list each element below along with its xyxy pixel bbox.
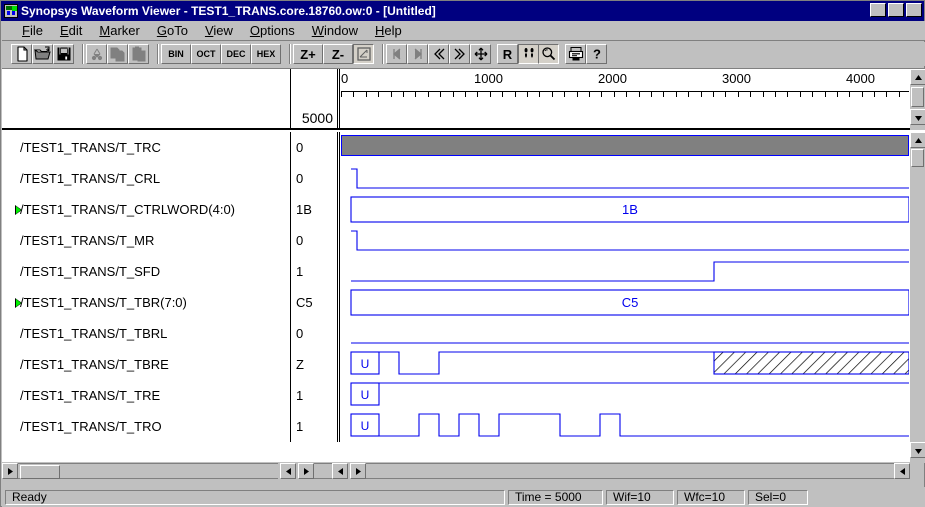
svg-text:1B: 1B — [622, 202, 638, 217]
svg-text:U: U — [361, 357, 370, 371]
svg-text:U: U — [361, 419, 370, 433]
svg-text:C5: C5 — [622, 295, 639, 310]
svg-text:?: ? — [593, 47, 601, 62]
svg-text:U: U — [361, 388, 370, 402]
